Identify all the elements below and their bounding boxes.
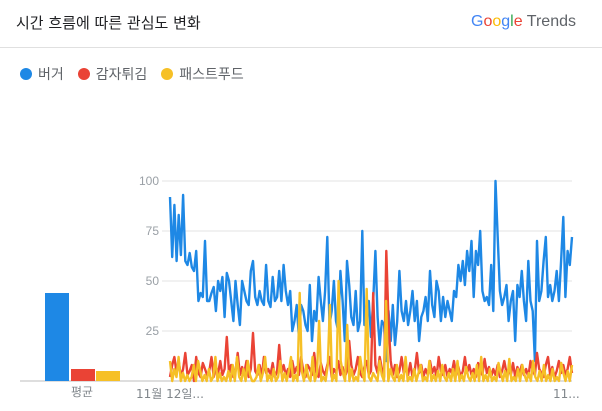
series-line [168, 279, 574, 383]
y-tick-label: 75 [146, 224, 160, 238]
google-letter: e [513, 13, 523, 30]
legend-item[interactable]: 패스트푸드 [161, 64, 244, 84]
series-line [168, 249, 574, 383]
legend-dot-icon [161, 68, 174, 80]
legend-item[interactable]: 버거 [20, 64, 64, 84]
x-end-label: 11... [553, 387, 580, 401]
legend-label: 버거 [38, 67, 64, 83]
google-letter: o [492, 13, 502, 30]
y-tick-label: 50 [146, 274, 160, 288]
legend-item[interactable]: 감자튀김 [77, 64, 148, 84]
google-wordmark: Google [471, 13, 523, 30]
average-label: 평균 [71, 385, 93, 399]
y-tick-label: 100 [139, 174, 159, 188]
average-bar [71, 369, 95, 381]
google-letter: o [483, 13, 493, 30]
legend-label: 감자튀김 [95, 67, 148, 83]
legend-dot-icon [77, 68, 90, 80]
legend-label: 패스트푸드 [179, 67, 244, 83]
y-tick-label: 25 [146, 324, 160, 338]
header: 시간 흐름에 따른 관심도 변화 Google Trends [0, 0, 602, 48]
chart-title: 시간 흐름에 따른 관심도 변화 [16, 14, 201, 32]
trends-wordmark: Trends [526, 13, 576, 30]
google-trends-logo: Google Trends [471, 13, 576, 31]
average-bar [45, 293, 69, 381]
x-start-label: 11월 12일... [136, 387, 204, 401]
google-letter: g [501, 13, 511, 30]
google-letter: G [471, 13, 484, 30]
google-letter: l [510, 13, 514, 30]
average-bar [96, 371, 120, 381]
legend-dot-icon [20, 68, 32, 80]
legend: 버거 감자튀김 패스트푸드 [20, 64, 258, 84]
